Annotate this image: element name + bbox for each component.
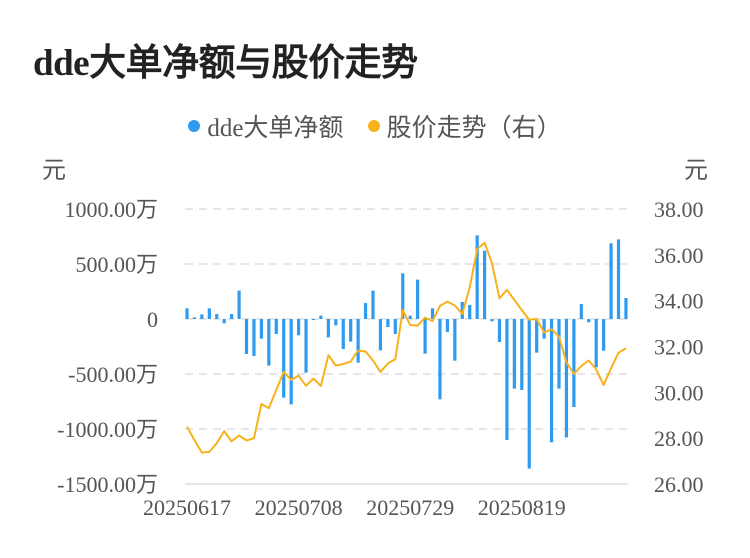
bar bbox=[624, 297, 628, 319]
bar bbox=[438, 319, 442, 400]
bar bbox=[274, 319, 278, 334]
bar bbox=[222, 319, 226, 324]
y-right-tick-label: 34.00 bbox=[654, 289, 704, 314]
y-right-tick-label: 30.00 bbox=[654, 380, 704, 405]
bar bbox=[282, 319, 286, 398]
bar bbox=[557, 319, 561, 389]
bar bbox=[185, 308, 189, 319]
y-left-tick-label: -500.00万 bbox=[68, 362, 158, 387]
bar bbox=[527, 319, 531, 469]
right-axis-unit: 元 bbox=[684, 158, 708, 184]
x-tick-label: 20250617 bbox=[143, 495, 231, 520]
y-right-tick-label: 36.00 bbox=[654, 243, 704, 268]
bar bbox=[230, 314, 234, 319]
bar bbox=[371, 290, 375, 319]
price-line bbox=[186, 241, 627, 454]
bar bbox=[594, 319, 598, 368]
bar bbox=[475, 235, 479, 319]
bar bbox=[289, 319, 293, 405]
bar bbox=[297, 319, 301, 336]
bar bbox=[497, 319, 502, 342]
bar bbox=[490, 319, 494, 322]
legend: dde大单净额 股价走势（右） bbox=[0, 108, 750, 144]
x-tick-label: 20250708 bbox=[255, 495, 343, 520]
y-right-tick-label: 28.00 bbox=[654, 426, 704, 451]
bar bbox=[549, 319, 554, 443]
legend-label: dde大单净额 bbox=[207, 115, 344, 142]
bar bbox=[616, 239, 621, 319]
bar bbox=[378, 319, 383, 351]
bar bbox=[579, 304, 583, 319]
legend-item-dde[interactable]: dde大单净额 bbox=[188, 108, 343, 144]
bar bbox=[244, 319, 249, 354]
chart-title: dde大单净额与股价走势 bbox=[33, 43, 418, 84]
bar bbox=[349, 319, 353, 342]
y-left-tick-label: -1000.00万 bbox=[57, 417, 158, 442]
bar bbox=[453, 319, 457, 361]
bar bbox=[408, 315, 412, 319]
legend-dot-icon bbox=[367, 120, 380, 132]
y-right-tick-label: 32.00 bbox=[654, 335, 704, 360]
bar bbox=[267, 319, 271, 366]
bar bbox=[207, 308, 211, 319]
bar bbox=[512, 319, 516, 389]
bar bbox=[416, 279, 420, 319]
bar bbox=[215, 314, 219, 319]
x-tick-label: 20250819 bbox=[478, 495, 566, 520]
bar bbox=[468, 305, 472, 319]
legend-dot-icon bbox=[188, 120, 201, 132]
bar bbox=[564, 319, 569, 438]
bar bbox=[237, 290, 241, 319]
x-tick-label: 20250729 bbox=[366, 495, 454, 520]
bar bbox=[572, 319, 576, 407]
y-left-tick-label: 1000.00万 bbox=[64, 197, 158, 222]
bar bbox=[587, 319, 591, 323]
bar bbox=[252, 319, 256, 356]
bar bbox=[445, 319, 449, 332]
bar bbox=[334, 319, 338, 326]
bar bbox=[423, 319, 427, 354]
bar bbox=[401, 273, 405, 319]
bar bbox=[341, 319, 345, 350]
bar bbox=[304, 319, 308, 373]
bar bbox=[363, 303, 368, 319]
bar bbox=[393, 319, 397, 334]
bar bbox=[535, 319, 539, 353]
bar bbox=[386, 319, 390, 328]
legend-item-price[interactable]: 股价走势（右） bbox=[367, 108, 562, 144]
left-axis-unit: 元 bbox=[42, 158, 66, 184]
bar bbox=[311, 319, 316, 320]
y-left-tick-label: 0 bbox=[147, 307, 158, 332]
legend-label: 股价走势（右） bbox=[386, 115, 562, 142]
y-left-tick-label: -1500.00万 bbox=[57, 472, 158, 497]
y-left-tick-label: 500.00万 bbox=[75, 252, 158, 277]
bar bbox=[192, 317, 197, 319]
bar bbox=[326, 319, 330, 338]
bar bbox=[200, 314, 204, 319]
y-right-tick-label: 38.00 bbox=[654, 197, 704, 222]
bar bbox=[609, 243, 613, 319]
bar bbox=[356, 319, 360, 363]
bar bbox=[505, 319, 509, 440]
bar bbox=[602, 319, 606, 351]
bar bbox=[542, 319, 546, 339]
bar bbox=[259, 319, 263, 339]
bar bbox=[430, 308, 435, 319]
y-right-tick-label: 26.00 bbox=[654, 472, 704, 497]
bar bbox=[483, 250, 487, 319]
bar bbox=[520, 319, 524, 390]
bar bbox=[319, 315, 323, 319]
